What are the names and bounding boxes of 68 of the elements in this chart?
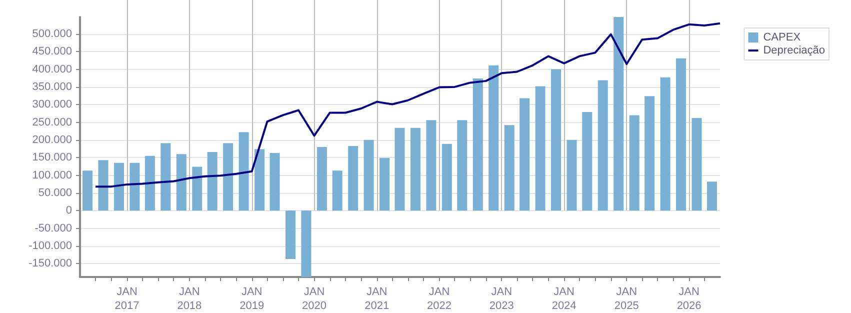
bar (316, 147, 327, 211)
bar (535, 86, 546, 211)
x-tick-label: JAN 2026 (676, 286, 702, 312)
y-tick-label: -50.000 (34, 222, 72, 234)
bar (176, 154, 186, 211)
legend-label: Depreciação (763, 44, 826, 56)
x-tick-label: JAN 2022 (427, 286, 452, 312)
bar (410, 128, 420, 211)
y-tick-label: 300.000 (32, 98, 72, 111)
bar (254, 149, 265, 211)
bar (598, 80, 608, 211)
bar (457, 120, 468, 211)
x-tick-label: JAN 2024 (552, 286, 576, 312)
bar (660, 77, 670, 211)
bar (614, 17, 624, 211)
y-tick-label: 0 (66, 204, 72, 217)
y-tick-label: -100.000 (28, 240, 72, 252)
bar (551, 69, 562, 211)
y-tick-label: -150.000 (28, 258, 72, 270)
bar (629, 115, 640, 211)
y-tick-label: 500.000 (32, 28, 72, 40)
bar (82, 170, 93, 211)
bar (144, 156, 155, 211)
bar (644, 96, 655, 211)
bar (238, 132, 249, 211)
y-tick-label: 400.000 (32, 63, 72, 76)
bar (332, 170, 342, 211)
bar (160, 143, 171, 211)
bar (192, 166, 202, 211)
bar (706, 182, 717, 211)
y-tick-label: 50.000 (38, 186, 72, 199)
x-tick-label: JAN 2020 (302, 286, 326, 312)
bar (223, 143, 234, 211)
bar (426, 120, 436, 211)
bar (348, 146, 358, 211)
y-tick-label: 350.000 (32, 80, 72, 93)
x-tick-label: JAN 2018 (177, 286, 202, 312)
bar (692, 118, 702, 211)
bar (520, 98, 530, 211)
bar (380, 158, 390, 211)
bar (676, 58, 686, 211)
y-tick-label: 450.000 (32, 46, 72, 58)
bar (285, 210, 296, 259)
bar (364, 140, 374, 211)
bar (504, 125, 514, 211)
y-tick-label: 100.000 (32, 169, 72, 182)
y-tick-label: 200.000 (32, 134, 72, 146)
y-tick-label: 150.000 (32, 152, 72, 164)
x-tick-label: JAN 2017 (114, 286, 140, 312)
legend-label: CAPEX (763, 32, 802, 44)
bar (98, 160, 108, 211)
x-tick-label: JAN 2021 (364, 286, 390, 312)
bar (394, 128, 405, 211)
bar (270, 153, 280, 211)
x-tick-label: JAN 2023 (489, 286, 514, 312)
bar (130, 162, 140, 211)
bar (442, 144, 452, 211)
x-tick-label: JAN 2019 (240, 286, 264, 312)
y-tick-label: 250.000 (32, 116, 72, 128)
bar (582, 112, 592, 211)
bar (566, 140, 577, 211)
line-series (94, 22, 721, 188)
bar (114, 162, 124, 211)
x-tick-label: JAN 2025 (614, 286, 639, 312)
bar (301, 210, 312, 277)
bar (472, 78, 483, 211)
bar (488, 65, 499, 211)
bar (207, 152, 218, 211)
